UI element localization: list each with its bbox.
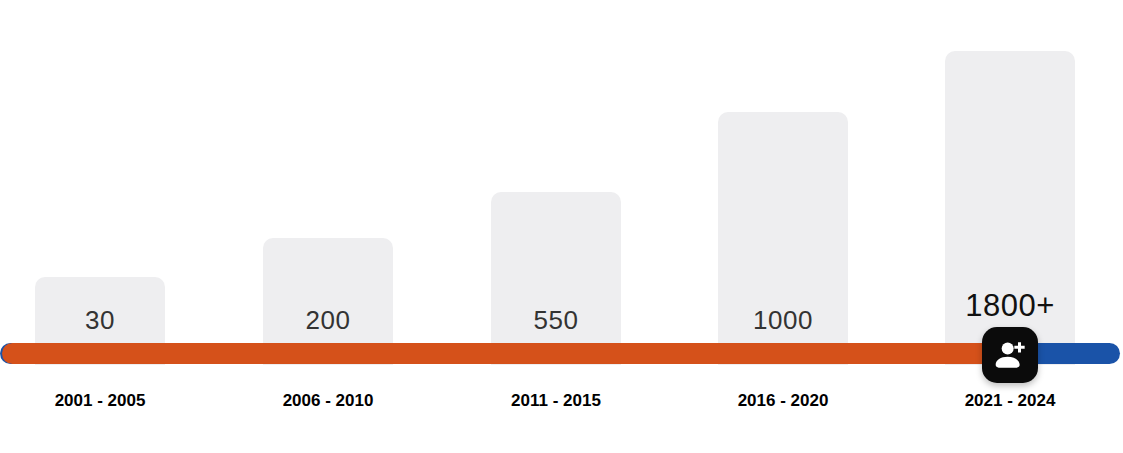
bar-value-label: 30 (35, 307, 165, 333)
bar-2011-2015: 550 (491, 192, 621, 365)
category-label: 2016 - 2020 (698, 391, 868, 411)
person-add-icon (982, 327, 1038, 383)
chart-column: 200 2006 - 2010 (263, 0, 393, 453)
category-label: 2011 - 2015 (471, 391, 641, 411)
category-label: 2001 - 2005 (15, 391, 185, 411)
chart-column: 30 2001 - 2005 (35, 0, 165, 453)
bar-value-label: 1000 (718, 307, 848, 333)
category-label: 2006 - 2010 (243, 391, 413, 411)
bar-2021-2024: 1800+ (945, 51, 1075, 365)
timeline-bar-orange (2, 343, 1015, 364)
bar-value-label: 200 (263, 307, 393, 333)
bar-2016-2020: 1000 (718, 112, 848, 365)
chart-column: 1000 2016 - 2020 (718, 0, 848, 453)
bar-value-label: 1800+ (945, 290, 1075, 321)
chart-column: 1800+ 2021 - 2024 (945, 0, 1075, 453)
chart-column: 550 2011 - 2015 (491, 0, 621, 453)
growth-timeline-chart: 30 2001 - 2005 200 2006 - 2010 550 2011 … (0, 0, 1123, 453)
category-label: 2021 - 2024 (925, 391, 1095, 411)
bar-value-label: 550 (491, 307, 621, 333)
